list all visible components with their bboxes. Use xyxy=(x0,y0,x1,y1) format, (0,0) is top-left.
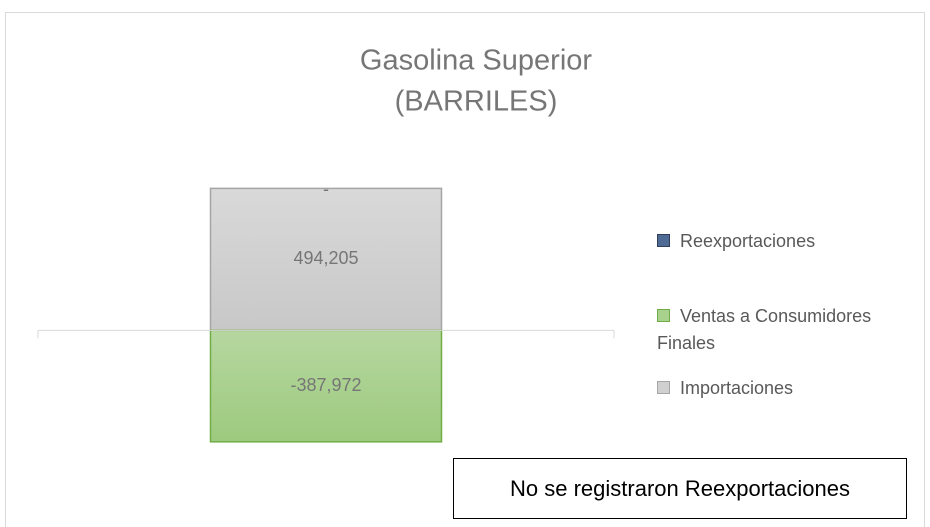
legend-entry: Ventas a Consumidores Finales xyxy=(657,303,919,357)
legend-entry: Importaciones xyxy=(657,375,919,402)
legend-label: Importaciones xyxy=(680,378,794,398)
data-label: -387,972 xyxy=(290,375,361,395)
legend-swatch xyxy=(657,381,670,394)
data-label: 494,205 xyxy=(293,248,358,268)
legend-label: Reexportaciones xyxy=(680,231,816,251)
legend-entry: Reexportaciones xyxy=(657,228,919,255)
chart-border xyxy=(5,12,925,527)
legend-swatch xyxy=(657,234,670,247)
legend-swatch xyxy=(657,309,670,322)
annotation: No se registraron Reexportaciones xyxy=(453,458,907,519)
legend-label: Ventas a Consumidores Finales xyxy=(657,306,872,353)
plot: 494,205 -387,972 - xyxy=(37,179,615,443)
data-label: - xyxy=(323,179,329,199)
chart-title: Gasolina Superior xyxy=(360,45,592,77)
chart-subtitle: (BARRILES) xyxy=(395,86,558,118)
bar-segment xyxy=(209,329,443,443)
